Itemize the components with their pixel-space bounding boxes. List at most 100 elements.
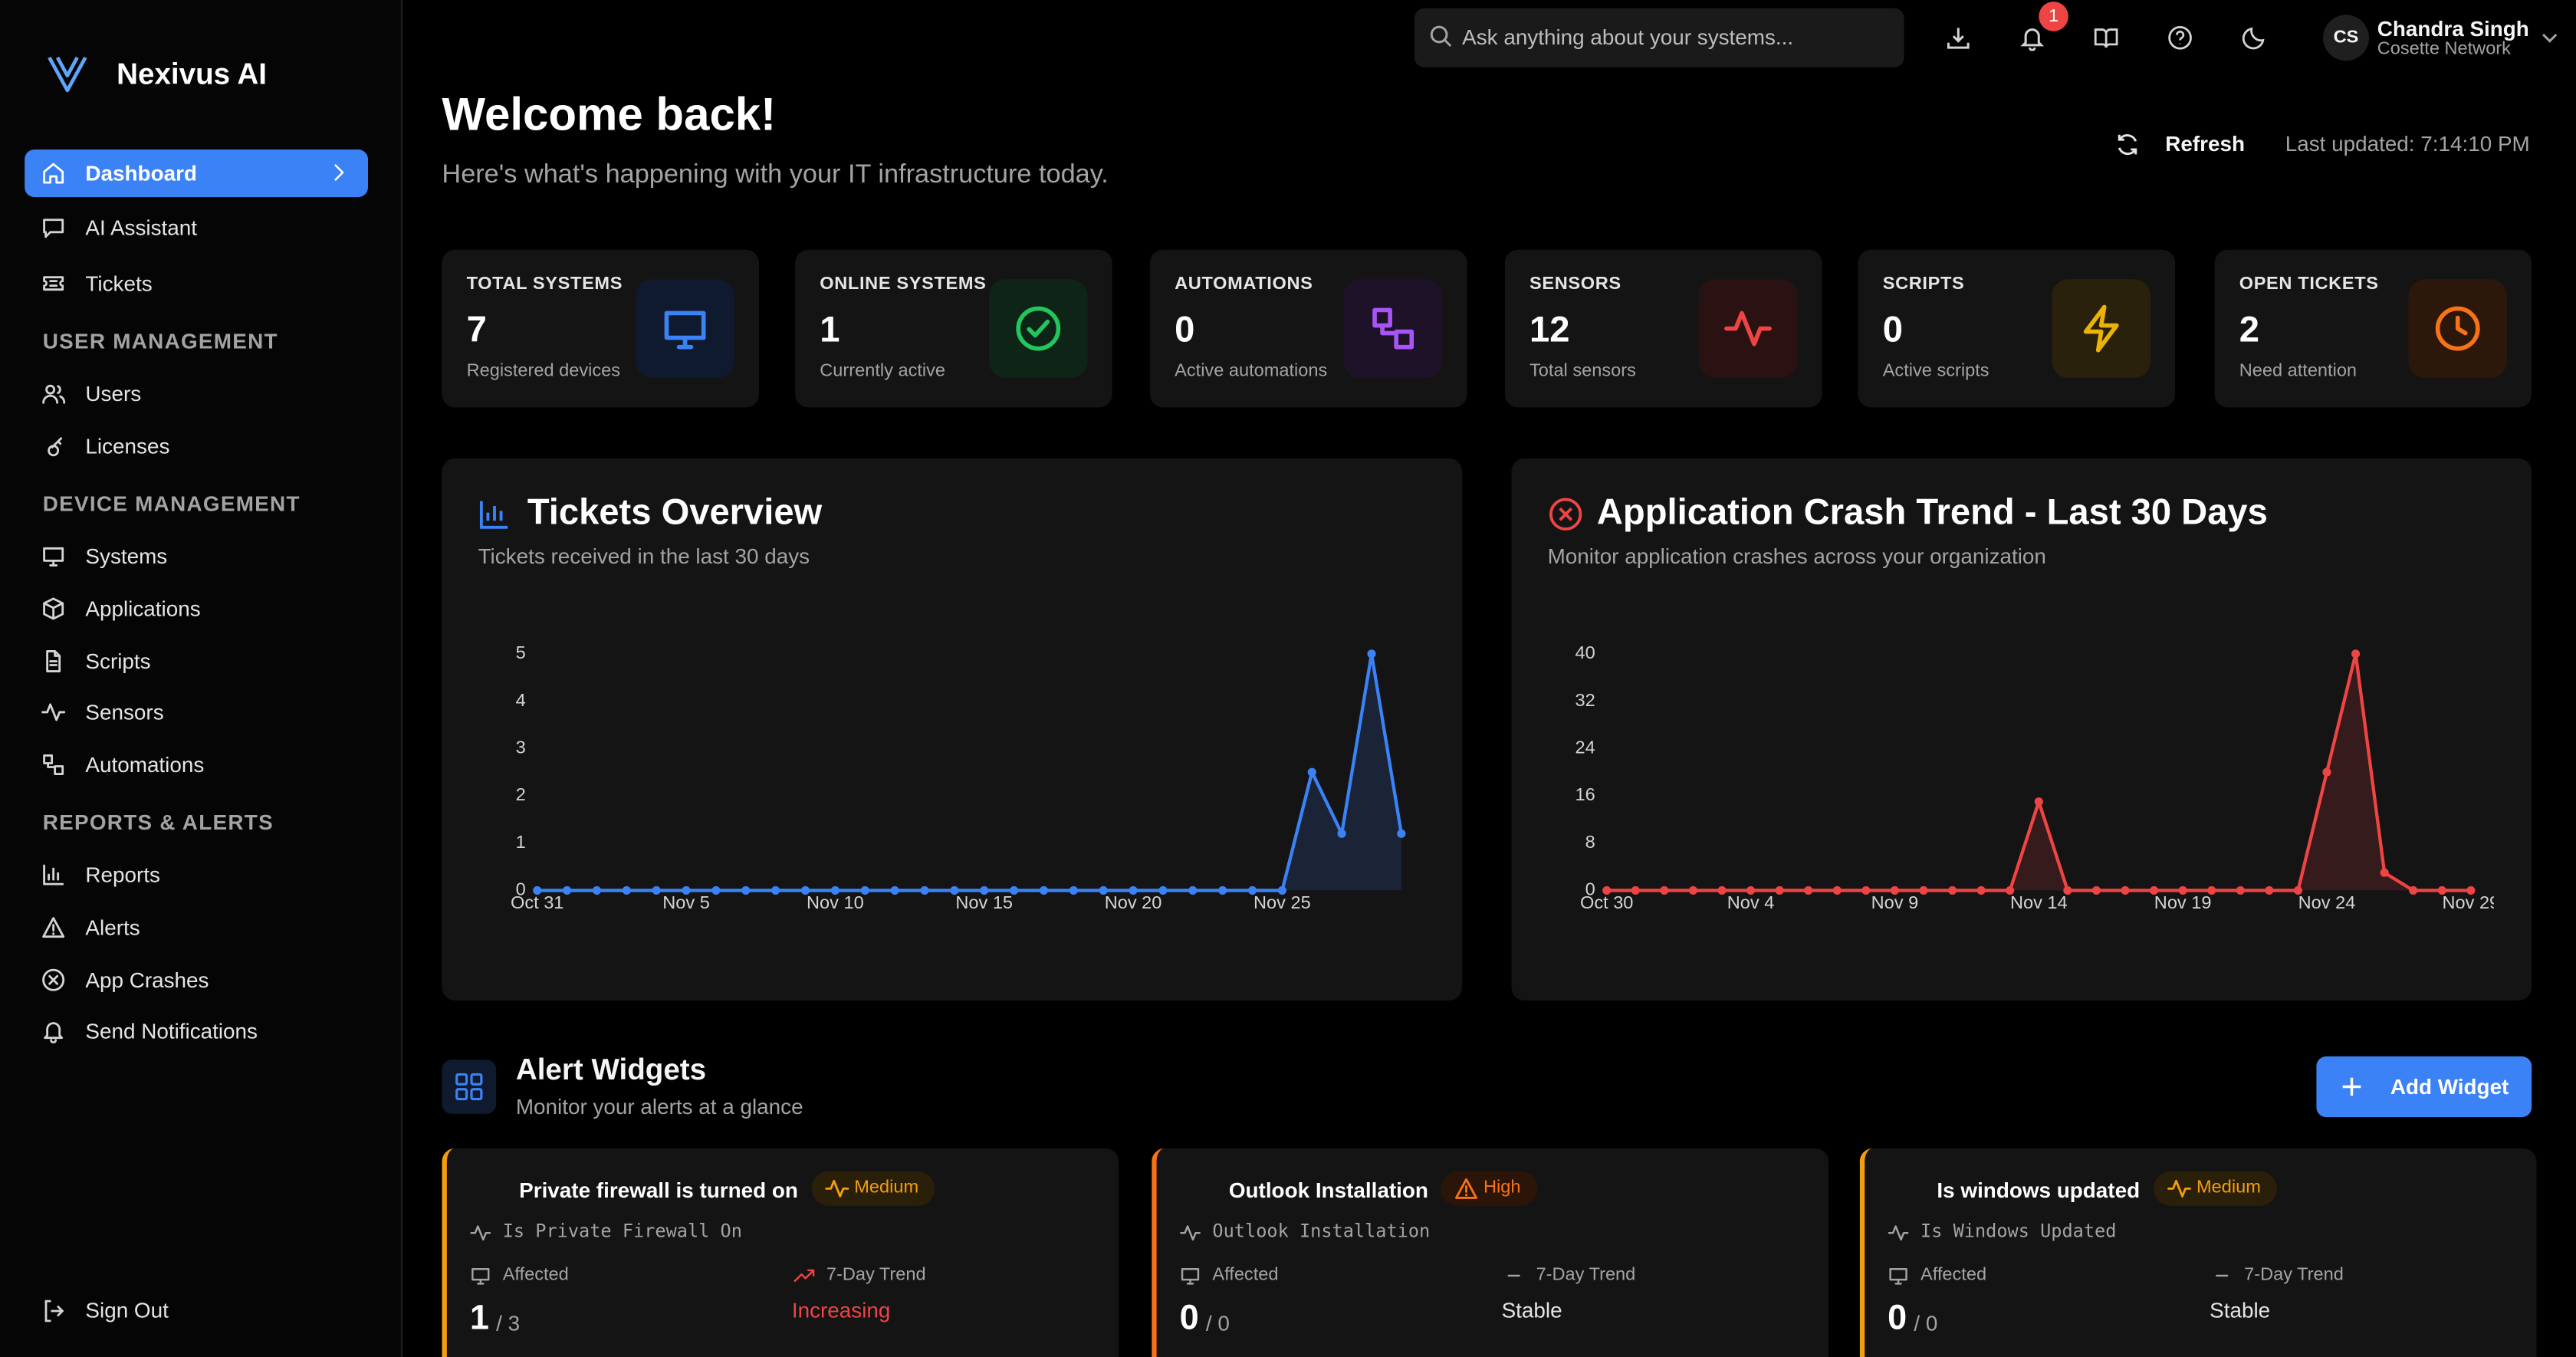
stat-icon (1343, 279, 1443, 378)
alert-check: Outlook Installation (1212, 1221, 1431, 1242)
stat-card[interactable]: SENSORS 12 Total sensors (1504, 249, 1822, 408)
nav-item[interactable]: Applications (25, 584, 368, 632)
nav-item[interactable]: Tickets (25, 260, 368, 307)
page-title: Welcome back! (442, 88, 777, 140)
stat-card[interactable]: OPEN TICKETS 2 Need attention (2214, 249, 2532, 408)
page-subtitle: Here's what's happening with your IT inf… (442, 161, 1109, 189)
stat-caption: Currently active (820, 361, 946, 382)
y-tick-label: 2 (516, 784, 526, 804)
point (1976, 886, 1986, 895)
sign-out[interactable]: Sign Out (25, 1286, 368, 1334)
nav-item-active[interactable]: Dashboard (25, 150, 369, 198)
area (1606, 653, 2471, 891)
icon (43, 219, 64, 238)
alert-widget-card[interactable]: Outlook Installation High Outlook Installa… (1152, 1148, 1829, 1357)
stat-card[interactable]: SCRIPTS 0 Active scripts (1858, 249, 2176, 408)
avatar[interactable]: CS (2323, 15, 2369, 61)
point (2006, 886, 2015, 895)
point (2409, 886, 2418, 895)
icon (1889, 1268, 1907, 1285)
nav-item[interactable]: Scripts (25, 637, 368, 685)
nav-label: Dashboard (85, 161, 197, 186)
nav-label: Tickets (85, 271, 153, 296)
theme-button[interactable] (2241, 25, 2267, 51)
stat-card[interactable]: AUTOMATIONS 0 Active automations (1150, 249, 1467, 408)
stat-icon (636, 279, 734, 378)
tickets-chart-card: Tickets Overview Tickets received in the… (442, 458, 1463, 1001)
stat-card[interactable]: ONLINE SYSTEMS 1 Currently active (795, 249, 1112, 408)
nav-item[interactable]: App Crashes (25, 955, 368, 1003)
y-tick-label: 16 (1575, 784, 1595, 804)
stat-value: 0 (1175, 308, 1195, 350)
nav-label: Systems (85, 544, 168, 569)
point (1158, 886, 1168, 895)
icon (1507, 1274, 1520, 1277)
stat-icon (989, 279, 1088, 378)
x-tick-label: Nov 9 (1871, 892, 1919, 912)
alert-widget-card[interactable]: Private firewall is turned on Medium Is Pr… (442, 1148, 1119, 1357)
y-tick-label: 4 (516, 690, 526, 710)
affected-total: / 0 (1205, 1311, 1230, 1336)
point (1631, 886, 1640, 895)
stat-caption: Active scripts (1882, 361, 1990, 382)
user-org: Cosette Network (2377, 39, 2511, 60)
affected-total: / 3 (496, 1311, 521, 1336)
last-updated: Last updated: 7:14:10 PM (2285, 131, 2530, 156)
point (890, 886, 899, 895)
point (533, 886, 542, 895)
x-tick-label: Nov 15 (955, 892, 1013, 912)
icon (2083, 304, 2119, 353)
stat-value: 12 (1529, 308, 1570, 350)
severity-badge: High (1441, 1171, 1537, 1206)
y-tick-label: 3 (516, 738, 526, 757)
point (1804, 886, 1813, 895)
stat-icon (2052, 279, 2150, 378)
chart-icon (1549, 498, 1582, 531)
download-button[interactable] (1945, 25, 1971, 51)
point (2034, 797, 2043, 807)
help-button[interactable] (2167, 25, 2193, 51)
nav-item[interactable]: Send Notifications (25, 1007, 368, 1055)
refresh-button[interactable]: Refresh (2165, 131, 2246, 156)
severity-label: Medium (854, 1178, 919, 1198)
nav-item[interactable]: Reports (25, 851, 368, 899)
nav-item[interactable]: Systems (25, 532, 368, 580)
y-tick-label: 0 (1585, 879, 1595, 899)
refresh-icon[interactable] (2114, 131, 2141, 157)
stat-card[interactable]: TOTAL SYSTEMS 7 Registered devices (442, 249, 759, 408)
nav-label: Applications (85, 596, 201, 621)
docs-button[interactable] (2093, 25, 2119, 51)
stat-label: SENSORS (1529, 274, 1622, 294)
notifications-button[interactable] (2019, 25, 2045, 51)
point (950, 886, 959, 895)
logo (48, 56, 87, 93)
point (1010, 886, 1019, 895)
nav-item[interactable]: Automations (25, 741, 368, 789)
alert-widget-card[interactable]: Is windows updated Medium Is Windows Updat… (1859, 1148, 2537, 1357)
nav-label: Send Notifications (85, 1019, 258, 1044)
alert-widgets-icon (442, 1060, 497, 1114)
point (1337, 829, 1346, 838)
add-widget-button[interactable]: Add Widget (2316, 1056, 2532, 1118)
icon (1180, 1225, 1201, 1241)
stat-label: SCRIPTS (1882, 274, 1965, 294)
nav-item[interactable]: Licenses (25, 422, 368, 469)
user-menu-chevron[interactable] (2540, 28, 2560, 48)
point (652, 886, 661, 895)
icon (334, 164, 344, 181)
point (2236, 886, 2245, 895)
stat-caption: Registered devices (466, 361, 621, 382)
search-box[interactable]: Ask anything about your systems... (1414, 8, 1904, 67)
point (741, 886, 751, 895)
nav-item[interactable]: Alerts (25, 903, 368, 951)
notification-badge: 1 (2039, 2, 2068, 31)
trend-value: Stable (1501, 1297, 1562, 1322)
crash-chart-card: Application Crash Trend - Last 30 Days M… (1511, 458, 2532, 1001)
stat-value: 0 (1882, 308, 1903, 350)
icon (664, 310, 706, 350)
nav-item[interactable]: Sensors (25, 689, 368, 737)
nav-item[interactable]: Users (25, 370, 368, 417)
nav-item[interactable]: AI Assistant (25, 204, 368, 251)
affected-label: Affected (1921, 1265, 1987, 1285)
